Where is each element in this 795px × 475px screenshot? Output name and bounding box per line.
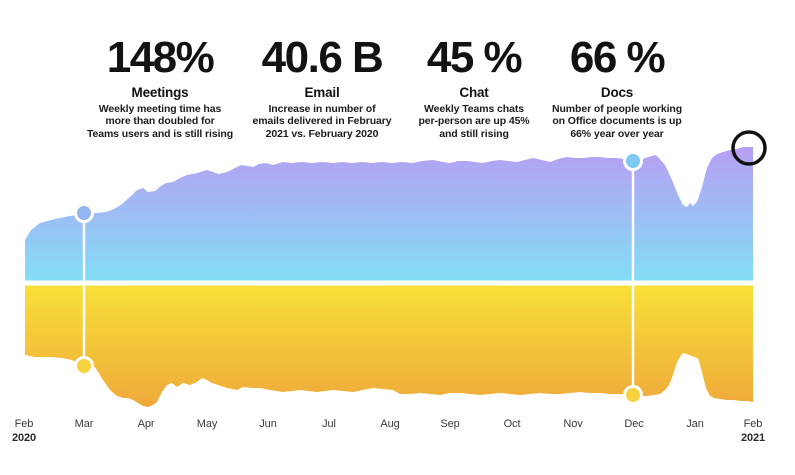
x-axis-tick-may: May	[196, 418, 218, 430]
stat-email-label: Email	[304, 85, 340, 100]
stat-docs-label: Docs	[600, 85, 634, 100]
x-axis-tick-nov: Nov	[563, 418, 583, 430]
x-axis-tick-sep: Sep	[440, 418, 460, 430]
stat-email-desc: Increase in number of emails delivered i…	[252, 103, 392, 140]
stat-meetings-value: 148%	[106, 33, 215, 82]
stat-meetings: 148% Meetings Weekly meeting time has mo…	[55, 36, 265, 140]
reference-dot-top-dec	[623, 151, 643, 171]
stream-top-area	[25, 147, 753, 281]
highlight-circle-icon	[731, 130, 767, 166]
stat-email-value: 40.6 B	[261, 33, 384, 82]
stat-email: 40.6 B Email Increase in number of email…	[217, 36, 427, 140]
x-axis-tick-dec: Dec	[624, 418, 644, 430]
stat-docs-desc: Number of people working on Office docum…	[551, 103, 683, 140]
stat-docs-value: 66 %	[569, 33, 666, 82]
stat-chat-desc: Weekly Teams chats per-person are up 45%…	[418, 103, 530, 140]
stat-docs: 66 % Docs Number of people working on Of…	[512, 36, 722, 140]
reference-dot-bottom-dec	[623, 385, 643, 405]
reference-dot-top-mar	[74, 203, 94, 223]
x-axis-tick-aug: Aug	[380, 418, 400, 430]
x-axis-tick-oct: Oct	[503, 418, 521, 430]
reference-dot-bottom-mar	[74, 356, 94, 376]
x-axis-tick-jun: Jun	[259, 418, 277, 430]
stat-chat-label: Chat	[459, 85, 489, 100]
stat-meetings-label: Meetings	[131, 85, 189, 100]
x-axis-tick-mar: Mar	[74, 418, 94, 430]
stat-meetings-desc: Weekly meeting time has more than double…	[86, 103, 234, 140]
stream-bottom-area	[25, 285, 753, 407]
x-axis-tick-feb-2020: Feb 2020	[11, 418, 37, 445]
stat-chat-value: 45 %	[426, 33, 523, 82]
x-axis-tick-jul: Jul	[322, 418, 336, 430]
x-axis-tick-apr: Apr	[137, 418, 155, 430]
x-axis-tick-jan: Jan	[686, 418, 704, 430]
stat-chat: 45 % Chat Weekly Teams chats per-person …	[369, 36, 579, 140]
x-axis-tick-feb-2021: Feb 2021	[740, 418, 766, 445]
